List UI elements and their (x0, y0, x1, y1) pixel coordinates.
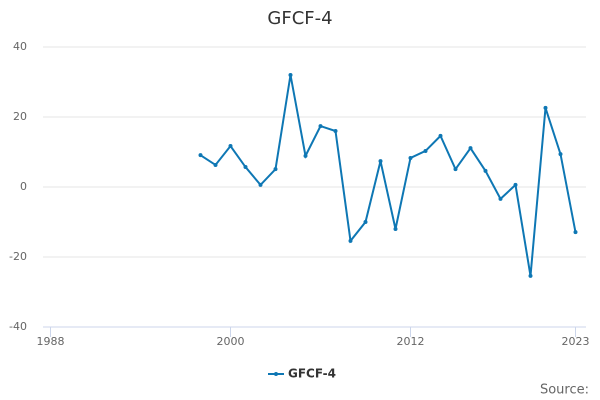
x-tick-label: 2012 (397, 335, 425, 348)
point (288, 73, 293, 77)
point (348, 238, 353, 243)
point (423, 148, 428, 153)
legend-label: GFCF-4 (288, 367, 336, 381)
y-tick-label: 0 (20, 180, 27, 193)
point (258, 182, 263, 187)
x-tick-label: 2023 (562, 335, 590, 348)
point (198, 153, 203, 158)
point (438, 133, 443, 138)
point (408, 155, 413, 160)
y-tick-label: -20 (9, 250, 27, 263)
y-tick-label: 40 (13, 40, 27, 53)
point (543, 105, 548, 110)
x-tick-label: 2000 (217, 335, 245, 348)
point (483, 168, 488, 173)
point (468, 146, 473, 151)
y-tick-label: -40 (9, 320, 27, 333)
source: Source: (540, 383, 589, 398)
point (498, 196, 503, 201)
point (243, 165, 248, 170)
point (213, 162, 218, 167)
x-tick-label: 1988 (37, 335, 65, 348)
point (513, 182, 518, 187)
point (333, 129, 338, 133)
point (228, 144, 233, 149)
chart-title: GFCF-4 (267, 8, 332, 29)
point (558, 152, 563, 157)
y-tick-label: 20 (13, 110, 27, 123)
legend-marker (274, 372, 278, 376)
point (303, 153, 308, 158)
point (378, 159, 383, 164)
point (573, 230, 578, 235)
point (273, 167, 278, 172)
series-line (199, 74, 577, 277)
point (393, 227, 398, 231)
point (318, 124, 323, 129)
point (363, 220, 368, 224)
point (528, 273, 533, 278)
point (453, 167, 458, 172)
